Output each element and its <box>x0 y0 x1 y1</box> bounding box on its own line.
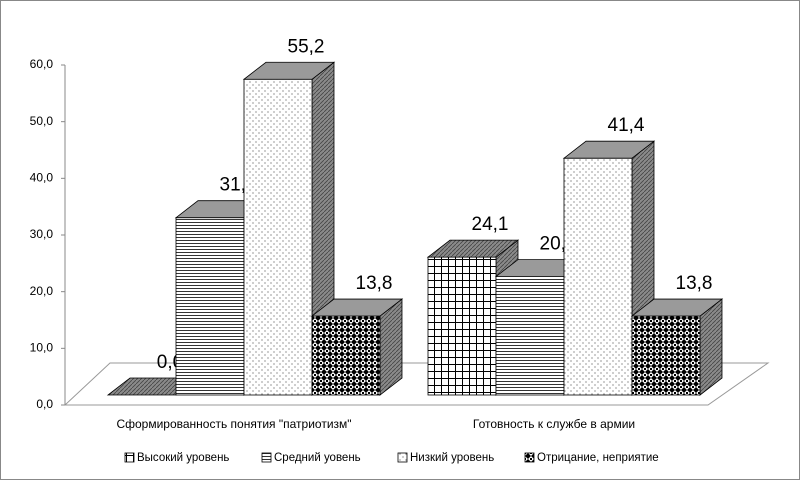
bar-front <box>427 256 497 396</box>
value-label: 13,8 <box>676 273 713 294</box>
legend-label: Высокий уровень <box>137 452 229 464</box>
y-tick-label: 50,0 <box>30 114 54 128</box>
bar-front <box>175 217 245 396</box>
legend-label: Средний уовень <box>274 452 361 464</box>
bar-front <box>631 315 701 396</box>
bar-front <box>563 157 633 396</box>
y-tick-label: 20,0 <box>30 284 54 298</box>
bar <box>630 298 724 396</box>
legend-swatch <box>261 452 272 463</box>
legend-swatch <box>397 452 408 463</box>
y-tick-label: 30,0 <box>30 227 54 241</box>
legend-label: Отрицание, неприятие <box>537 452 659 464</box>
legend-swatch <box>524 452 535 463</box>
y-tick-label: 40,0 <box>30 171 54 185</box>
legend-swatch <box>124 452 135 463</box>
bar-front <box>311 315 381 396</box>
bar <box>310 298 404 396</box>
x-tick-label: Сформированность понятия "патриотизм" <box>116 417 351 431</box>
value-label: 24,1 <box>472 214 509 235</box>
value-label: 55,2 <box>288 36 325 57</box>
legend-label: Низкий уровень <box>410 452 494 464</box>
plot: 0,031,055,213,824,120,741,413,8 <box>106 36 724 396</box>
y-tick-label: 10,0 <box>30 341 54 355</box>
bar-top <box>242 61 336 80</box>
bar-top <box>426 239 520 258</box>
bar-top <box>310 298 404 317</box>
bar-top <box>630 298 724 317</box>
bar-top <box>562 140 656 159</box>
bar-front <box>243 78 313 396</box>
value-label: 13,8 <box>356 273 393 294</box>
x-tick-label: Готовность к службе в армии <box>473 417 635 431</box>
y-tick-label: 0,0 <box>36 397 53 411</box>
value-label: 41,4 <box>608 115 645 136</box>
bar-front <box>495 276 565 396</box>
y-tick-label: 60,0 <box>30 57 54 71</box>
